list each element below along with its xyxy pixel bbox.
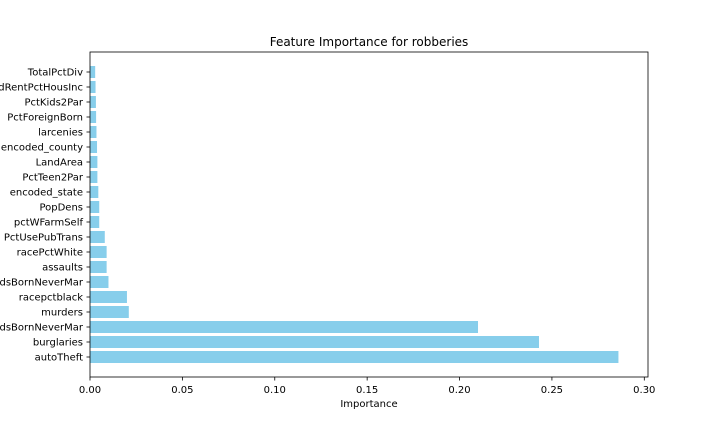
bar <box>90 306 129 318</box>
bar <box>90 96 96 108</box>
bar <box>90 186 99 198</box>
x-ticks-group: 0.00 0.05 0.10 0.15 0.20 0.25 0.30 <box>79 377 655 396</box>
y-tick-label: PctForeignBorn <box>7 113 83 124</box>
bar <box>90 231 105 243</box>
y-tick-label: LandArea <box>36 158 83 169</box>
y-tick-label: racepctblack <box>19 293 83 304</box>
chart-title: Feature Importance for robberies <box>270 35 469 49</box>
y-tick-label: PctKidsBornNeverMar <box>0 278 84 289</box>
bar <box>90 156 98 168</box>
bar <box>90 216 100 228</box>
bar <box>90 171 98 183</box>
y-tick-label: autoTheft <box>35 353 83 364</box>
x-tick-label: 0.20 <box>448 385 470 396</box>
y-tick-label: murders <box>41 308 83 319</box>
x-axis-label: Importance <box>340 399 397 410</box>
bar <box>90 81 96 93</box>
y-tick-label: PopDens <box>39 203 83 214</box>
y-tick-label: PctKids2Par <box>24 98 83 109</box>
x-tick-label: 0.05 <box>171 385 193 396</box>
y-tick-label: racePctWhite <box>17 248 83 259</box>
y-tick-label: encoded_county <box>1 143 83 154</box>
plot-area-frame <box>89 51 649 378</box>
y-tick-label: TotalPctDiv <box>27 68 83 79</box>
y-tick-label: pctWFarmSelf <box>14 218 84 229</box>
bar <box>90 126 97 138</box>
x-tick-label: 0.25 <box>541 385 563 396</box>
x-tick-label: 0.15 <box>356 385 378 396</box>
bar <box>90 351 619 363</box>
bar <box>90 261 107 273</box>
bars-group <box>90 66 619 363</box>
y-tick-label: PctTeen2Par <box>22 173 84 184</box>
bar <box>90 246 107 258</box>
y-tick-label: PctKidsBornNeverMar <box>0 323 84 334</box>
bar <box>90 201 100 213</box>
bar <box>90 291 127 303</box>
x-tick-label: 0.30 <box>633 385 655 396</box>
y-tick-label: MedRentPctHousInc <box>0 83 83 94</box>
y-tick-label: PctUsePubTrans <box>4 233 83 244</box>
bar <box>90 111 97 123</box>
y-tick-label: burglaries <box>33 338 83 349</box>
y-tick-label: encoded_state <box>10 188 83 199</box>
y-ticks-group: autoTheft burglaries PctKidsBornNeverMar mu… <box>0 68 90 364</box>
bar <box>90 321 479 333</box>
x-tick-label: 0.10 <box>264 385 286 396</box>
bar <box>90 276 109 288</box>
y-tick-label: assaults <box>42 263 83 274</box>
x-tick-label: 0.00 <box>79 385 101 396</box>
bar <box>90 141 98 153</box>
bar <box>90 66 96 78</box>
bar <box>90 336 539 348</box>
y-tick-label: larcenies <box>38 128 83 139</box>
